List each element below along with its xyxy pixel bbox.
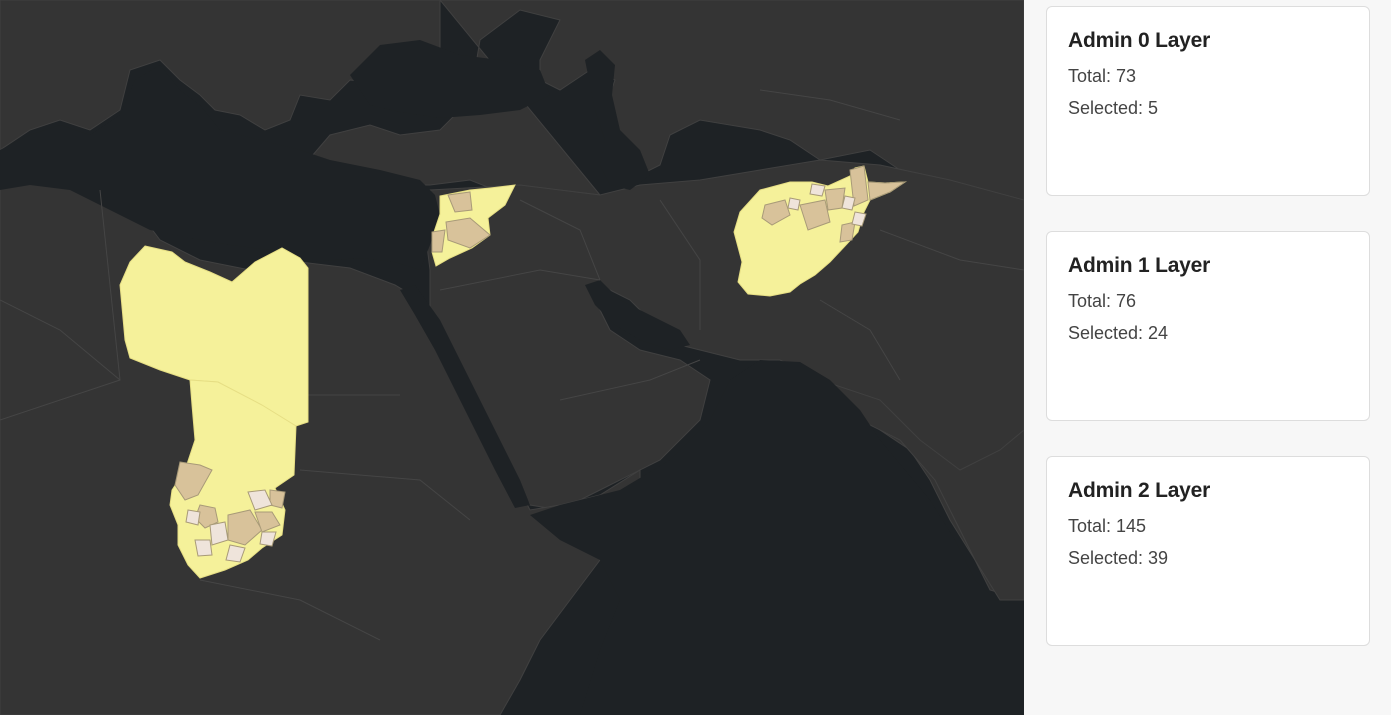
- map-canvas[interactable]: [0, 0, 1024, 715]
- admin2-total: Total: 145: [1068, 516, 1147, 536]
- admin1-selected: Selected: 24: [1068, 323, 1169, 343]
- map-view[interactable]: [0, 0, 1024, 715]
- afghanistan-admin2-regions[interactable]: [787, 183, 867, 227]
- admin0-total: Total: 73: [1068, 66, 1137, 86]
- inland-water: [0, 40, 1024, 715]
- admin1-layer-card: Admin 1 Layer Total: 76 Selected: 24: [1046, 231, 1370, 421]
- layer-stats-panel: Admin 0 Layer Total: 73 Selected: 5 Admi…: [1024, 0, 1391, 715]
- country-borders: [0, 89, 1024, 641]
- land: [0, 0, 1024, 715]
- admin1-layer-title: Admin 1 Layer: [1068, 254, 1211, 277]
- admin0-selected: Selected: 5: [1068, 98, 1159, 118]
- admin1-total: Total: 76: [1068, 291, 1137, 311]
- admin2-layer-card: Admin 2 Layer Total: 145 Selected: 39: [1046, 456, 1370, 646]
- chad-admin2-regions[interactable]: [185, 489, 277, 563]
- admin0-layer-title: Admin 0 Layer: [1068, 29, 1211, 52]
- syria-admin1-regions[interactable]: [431, 191, 491, 253]
- afghanistan-admin1-regions[interactable]: [761, 165, 907, 243]
- admin0-layer-card: Admin 0 Layer Total: 73 Selected: 5: [1046, 6, 1370, 196]
- region-libya[interactable]: [119, 245, 309, 427]
- admin2-layer-title: Admin 2 Layer: [1068, 479, 1211, 502]
- admin2-selected: Selected: 39: [1068, 548, 1169, 568]
